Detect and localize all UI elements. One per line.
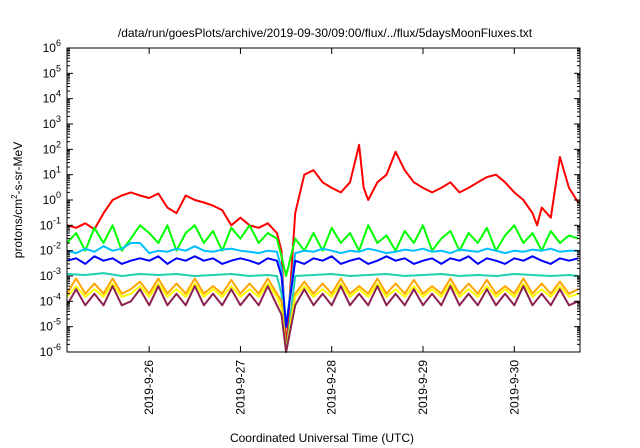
y-tick-label: 104 bbox=[43, 89, 61, 106]
y-axis-label: protons/cm2-s-sr-MeV bbox=[10, 142, 25, 258]
series-line-6 bbox=[66, 277, 579, 353]
series-line-1 bbox=[66, 143, 580, 353]
x-tick-label: 2019-9-26 bbox=[142, 360, 156, 415]
y-tick-label: 103 bbox=[43, 114, 61, 131]
y-tick-label: 10-1 bbox=[40, 215, 61, 232]
x-tick-label: 2019-9-28 bbox=[325, 360, 339, 415]
y-axis-ticks: 10-6 10-5 10-4 10-3 10-2 10-1 100 101 102 103 104 1… bbox=[40, 38, 580, 359]
y-tick-label: 10-2 bbox=[40, 241, 61, 258]
plot-frame bbox=[66, 47, 581, 353]
series-line-5 bbox=[66, 272, 579, 353]
x-tick-label: 2019-9-27 bbox=[233, 360, 247, 415]
series-line-8 bbox=[66, 285, 579, 353]
y-tick-label: 100 bbox=[43, 190, 61, 207]
series-line-7 bbox=[66, 282, 579, 353]
y-tick-label: 105 bbox=[43, 63, 61, 80]
y-tick-label: 10-4 bbox=[40, 291, 61, 308]
y-tick-label: 102 bbox=[43, 139, 61, 156]
series-line-3 bbox=[66, 242, 579, 328]
x-axis-label: Coordinated Universal Time (UTC) bbox=[230, 431, 414, 445]
series-line-4 bbox=[66, 255, 579, 328]
x-tick-label: 2019-9-29 bbox=[416, 360, 430, 415]
series-line-2 bbox=[66, 224, 579, 277]
x-tick-label: 2019-9-30 bbox=[507, 360, 521, 415]
y-tick-label: 10-6 bbox=[40, 342, 61, 359]
series-layer bbox=[66, 143, 580, 353]
y-tick-label: 101 bbox=[43, 165, 61, 182]
y-tick-label: 10-5 bbox=[40, 317, 61, 334]
y-tick-label: 10-3 bbox=[40, 266, 61, 283]
chart-title: /data/run/goesPlots/archive/2019-09-30/0… bbox=[118, 26, 533, 40]
y-tick-label: 106 bbox=[43, 38, 61, 55]
x-axis-ticks: 2019-9-26 2019-9-27 2019-9-28 2019-9-29 2019… bbox=[142, 48, 521, 415]
